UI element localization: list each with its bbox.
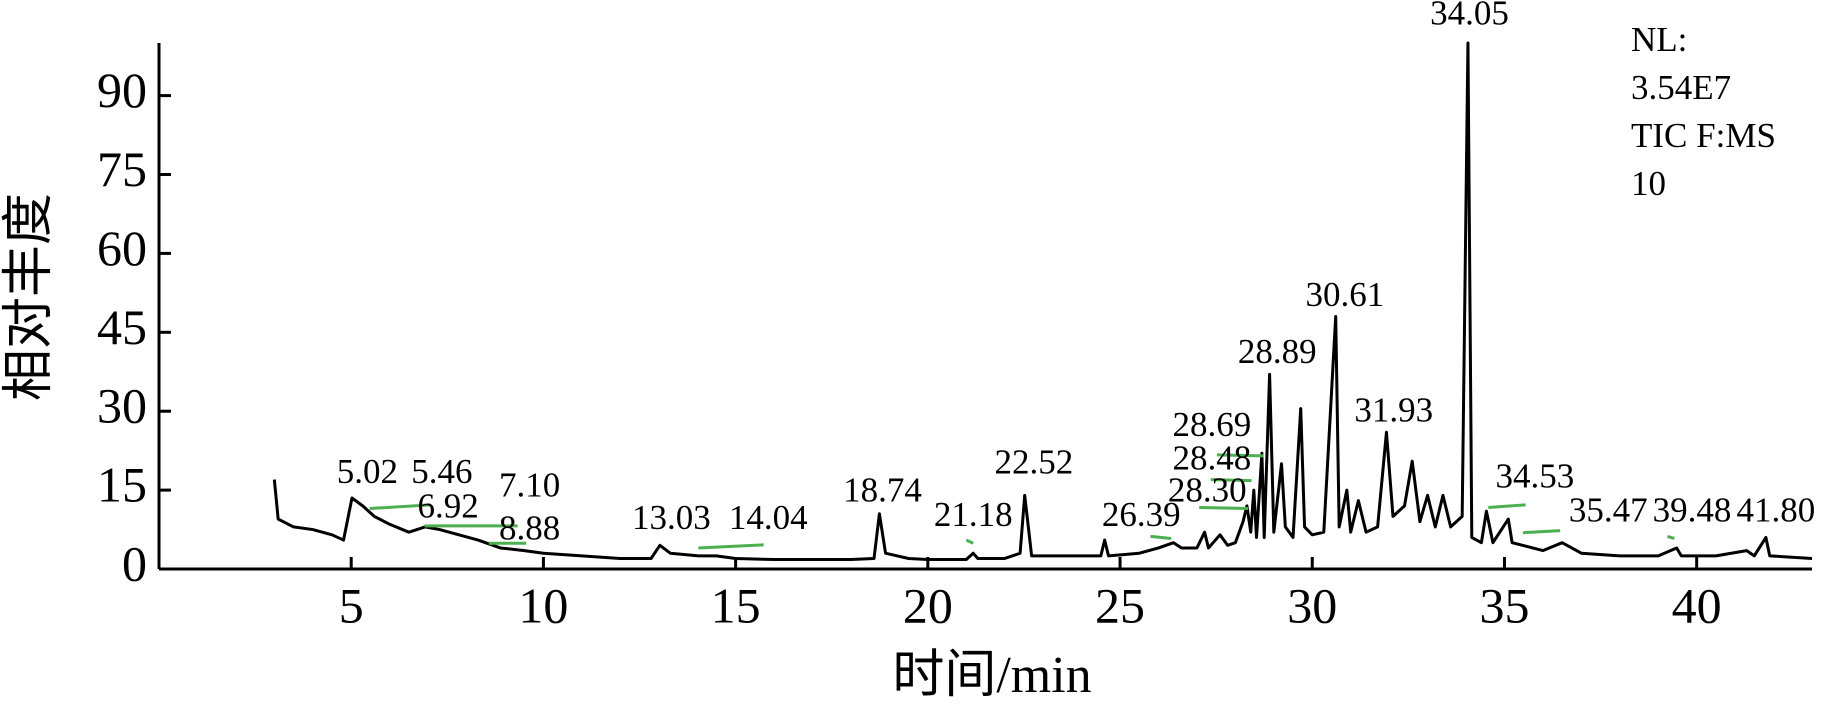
x-tick-label: 35 [1479, 577, 1529, 633]
y-tick-label: 75 [97, 141, 147, 197]
peak-label: 5.46 [411, 452, 472, 491]
peak-label: 34.05 [1430, 0, 1509, 33]
peak-label: 28.89 [1238, 332, 1317, 371]
peak-label: 35.47 [1569, 490, 1648, 529]
note-line: NL: [1631, 20, 1687, 59]
x-tick-label: 40 [1672, 577, 1722, 633]
trace [272, 41, 1813, 562]
x-tick-label: 20 [903, 577, 953, 633]
x-tick-label: 30 [1287, 577, 1337, 633]
peak-label: 14.04 [729, 498, 808, 537]
y-tick-label: 30 [97, 378, 147, 434]
x-tick-label: 5 [339, 577, 364, 633]
baseline-segment [1199, 505, 1249, 511]
peak-label: 6.92 [417, 487, 478, 526]
note-line: 3.54E7 [1631, 68, 1731, 107]
peak-label: 8.88 [499, 509, 560, 548]
y-axis-title: 相对丰度 [1, 193, 58, 401]
baseline-segment [369, 503, 431, 511]
peak-label: 26.39 [1102, 495, 1181, 534]
peak-label: 39.48 [1653, 490, 1732, 529]
baseline-segment [965, 538, 974, 545]
peak-label: 7.10 [499, 466, 560, 505]
x-tick-label: 15 [711, 577, 761, 633]
x-axis-title: 时间/min [892, 647, 1091, 704]
peak-label: 22.52 [995, 442, 1074, 481]
peak-label: 18.74 [843, 470, 922, 509]
baseline-segment [1488, 503, 1526, 509]
note-line: TIC F:MS [1631, 116, 1776, 155]
baseline-segment [1667, 534, 1675, 540]
x-tick-label: 25 [1095, 577, 1145, 633]
baseline-segment [1216, 453, 1264, 458]
peak-label: 21.18 [934, 495, 1013, 534]
peak-label: 28.48 [1173, 439, 1252, 478]
peak-label: 5.02 [337, 452, 398, 491]
peak-label: 13.03 [632, 498, 711, 537]
y-tick-label: 45 [97, 299, 147, 355]
peak-label: 28.30 [1168, 470, 1247, 509]
y-tick-label: 60 [97, 220, 147, 276]
peak-label: 34.53 [1495, 457, 1574, 496]
x-tick-label: 10 [518, 577, 568, 633]
peak-label: 31.93 [1354, 390, 1433, 429]
y-tick-label: 90 [97, 62, 147, 118]
peak-label: 30.61 [1306, 275, 1385, 314]
peak-label: 28.69 [1173, 405, 1252, 444]
y-tick-label: 0 [122, 535, 147, 591]
peak-label: 41.80 [1736, 490, 1815, 529]
y-tick-label: 15 [97, 457, 147, 513]
baseline-segment [698, 543, 764, 550]
note-line: 10 [1631, 164, 1666, 203]
baseline-segment [1150, 534, 1172, 540]
baseline-segment [1522, 529, 1561, 535]
baseline-segment [1210, 478, 1252, 483]
